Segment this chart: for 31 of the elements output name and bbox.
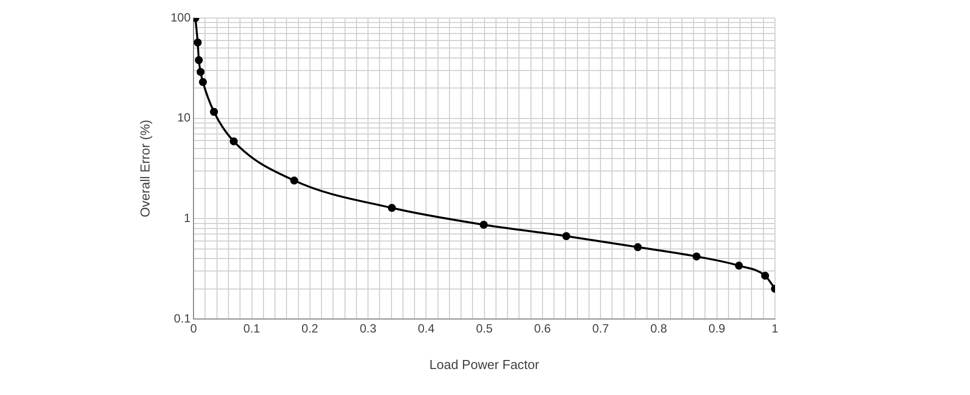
point [761,272,770,280]
x-tick-label: 0.8 [650,322,668,336]
y-axis-title: Overall Error (%) [137,120,152,218]
y-tick-label: 100 [170,10,191,24]
x-tick-label: 0.2 [302,322,319,336]
point [210,108,218,116]
point [388,204,396,212]
x-tick-label: 0.4 [418,322,435,336]
x-tick-label: 0 [190,322,198,336]
point [480,220,488,229]
x-tick-label: 0.6 [534,322,552,336]
point [194,56,203,64]
x-axis-title: Load Power Factor [429,356,540,372]
y-tick-label: 1 [184,210,191,225]
x-tick-label: 0.3 [360,322,377,336]
point [194,38,202,46]
y-tick-label: 10 [177,110,191,125]
y-tick-label: 0.1 [174,311,191,326]
x-tick-label: 0.9 [708,322,726,336]
point [230,137,238,146]
point [734,262,743,270]
x-tick-label: 0.1 [243,322,260,336]
point [290,176,298,185]
point [196,68,205,76]
point [198,78,207,86]
x-tick-label: 0.7 [592,322,610,336]
point [692,252,701,260]
x-tick-label: 0.5 [476,322,493,336]
x-tick-label: 1 [772,322,779,336]
point [634,243,642,252]
point [562,232,570,240]
